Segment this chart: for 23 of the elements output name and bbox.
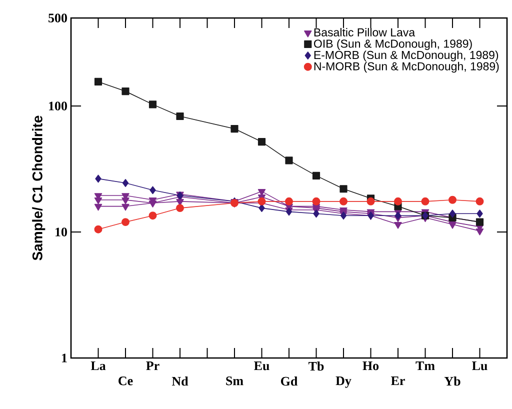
x-tick-label: Sm (226, 376, 244, 386)
legend-label: E-MORB (Sun & McDonough, 1989) (314, 50, 498, 62)
y-tick-label: 10 (56, 228, 67, 236)
x-tick-label: Dy (336, 376, 352, 388)
y-tick-label: 100 (49, 102, 67, 110)
y-tick-label: 500 (48, 14, 67, 22)
x-tick-label: Nd (172, 376, 188, 386)
x-tick-label: Tb (308, 362, 324, 371)
y-tick-label: 1 (62, 354, 67, 362)
legend-label: OIB (Sun & McDonough, 1989) (314, 39, 472, 50)
legend-label: N-MORB (Sun & McDonough, 1989) (314, 62, 499, 73)
x-tick-label: Ce (118, 376, 133, 386)
x-tick-label: La (90, 362, 106, 370)
x-tick-label: Pr (146, 362, 160, 370)
x-tick-label: Gd (280, 376, 298, 386)
legend-label: Basaltic Pillow Lava (314, 28, 416, 36)
y-axis-title: Sample/ C1 Chondrite (32, 116, 46, 260)
x-tick-label: Er (391, 376, 405, 386)
x-tick-label: Yb (444, 376, 460, 386)
x-tick-label: Eu (254, 362, 270, 370)
x-tick-label: Ho (362, 362, 379, 370)
x-tick-label: Lu (472, 362, 488, 370)
x-tick-label: Tm (416, 362, 435, 370)
